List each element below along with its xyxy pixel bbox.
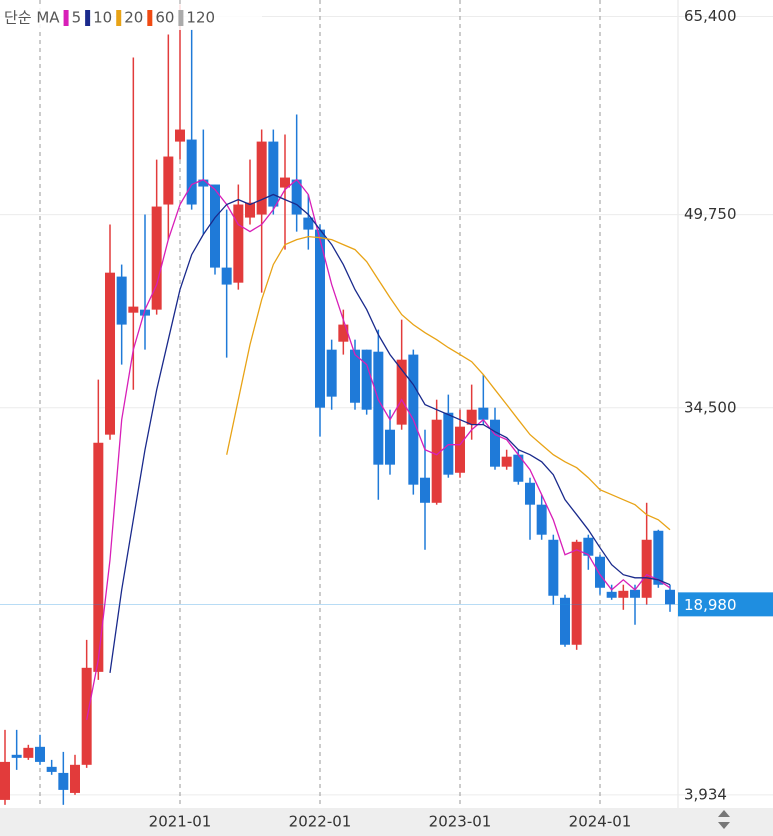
candle-body [280, 177, 290, 188]
candle-body [233, 204, 244, 283]
x-tick-label: 2022-01 [289, 813, 352, 831]
candle-body [291, 179, 302, 215]
candle-body [256, 141, 267, 215]
candle-body [326, 349, 337, 397]
candle-body [303, 217, 314, 230]
date-bar [0, 808, 773, 836]
legend-label: 20 [124, 9, 143, 27]
candle-body [175, 129, 185, 142]
candle-body [478, 407, 489, 420]
candle-body [58, 772, 69, 790]
legend: 단순 MA 5 10 20 60 120 [0, 4, 262, 30]
candle-body [186, 139, 197, 205]
scroll-arrows[interactable] [718, 810, 730, 829]
ma-line [109, 193, 671, 673]
candle-body [93, 442, 104, 672]
candle-body [338, 324, 349, 342]
candle-body [443, 412, 454, 475]
candle-body [105, 272, 115, 435]
legend-label: 120 [186, 9, 215, 27]
candle-body [595, 556, 605, 588]
candles [0, 4, 675, 805]
candle-body [560, 597, 570, 645]
legend-label: 10 [93, 9, 112, 27]
legend-swatch [116, 10, 122, 26]
candle-body [466, 409, 477, 425]
legend-swatch [85, 10, 91, 26]
legend-label: 5 [72, 9, 82, 27]
candle-body [35, 746, 45, 762]
candle-body [163, 156, 174, 205]
candle-body [81, 667, 92, 765]
candle-body [46, 766, 57, 772]
candle-body [641, 539, 652, 598]
candle-body [536, 504, 547, 535]
candle-body [315, 229, 325, 408]
candle-body [198, 179, 209, 187]
candle-body [630, 589, 640, 598]
last-price-tag [678, 592, 773, 617]
candle-body [385, 429, 395, 465]
candle-body [665, 589, 675, 605]
candle-body [70, 764, 80, 793]
candle-body [140, 309, 150, 316]
legend-swatch [63, 10, 69, 26]
candle-body [396, 359, 407, 425]
candle-body [420, 477, 430, 503]
legend-swatch [178, 10, 184, 26]
candle-body [571, 541, 582, 645]
candle-body [490, 419, 500, 467]
candle-body [653, 530, 664, 585]
candle-body [525, 482, 535, 505]
legend-title: 단순 MA [4, 9, 60, 27]
legend-swatch [147, 10, 153, 26]
candle-body [431, 419, 442, 503]
candle-body [350, 349, 360, 403]
candle-body [361, 349, 372, 410]
candle-body [128, 306, 139, 313]
candle-body [0, 761, 10, 800]
candle-body [221, 267, 232, 285]
candle-body [548, 539, 559, 596]
ma-line [226, 235, 671, 531]
candle-body [116, 276, 127, 325]
candle-body [583, 537, 594, 556]
x-tick-label: 2024-01 [569, 813, 632, 831]
candle-body [268, 141, 279, 207]
y-tick-label: 34,500 [684, 398, 737, 416]
legend-label: 60 [155, 9, 174, 27]
y-tick-label: 49,750 [684, 205, 737, 223]
ma-line [86, 178, 671, 721]
candle-body [618, 590, 629, 598]
candle-body [210, 184, 220, 268]
y-tick-label: 3,934 [684, 785, 727, 803]
candle-body [373, 351, 384, 465]
candle-body [606, 591, 617, 598]
candle-body [23, 747, 34, 758]
arrow-up[interactable] [718, 810, 730, 817]
candle-body [513, 454, 524, 482]
x-tick-label: 2023-01 [429, 813, 492, 831]
x-tick-label: 2021-01 [149, 813, 212, 831]
candle-body [501, 456, 512, 467]
arrow-down[interactable] [718, 822, 730, 829]
candle-body [455, 426, 465, 473]
candle-body [245, 202, 255, 218]
candle-body [151, 206, 162, 310]
y-tick-label: 65,400 [684, 7, 737, 25]
candle-body [11, 754, 22, 758]
last-price-label: 18,980 [684, 596, 737, 614]
legend-bg [0, 4, 262, 30]
